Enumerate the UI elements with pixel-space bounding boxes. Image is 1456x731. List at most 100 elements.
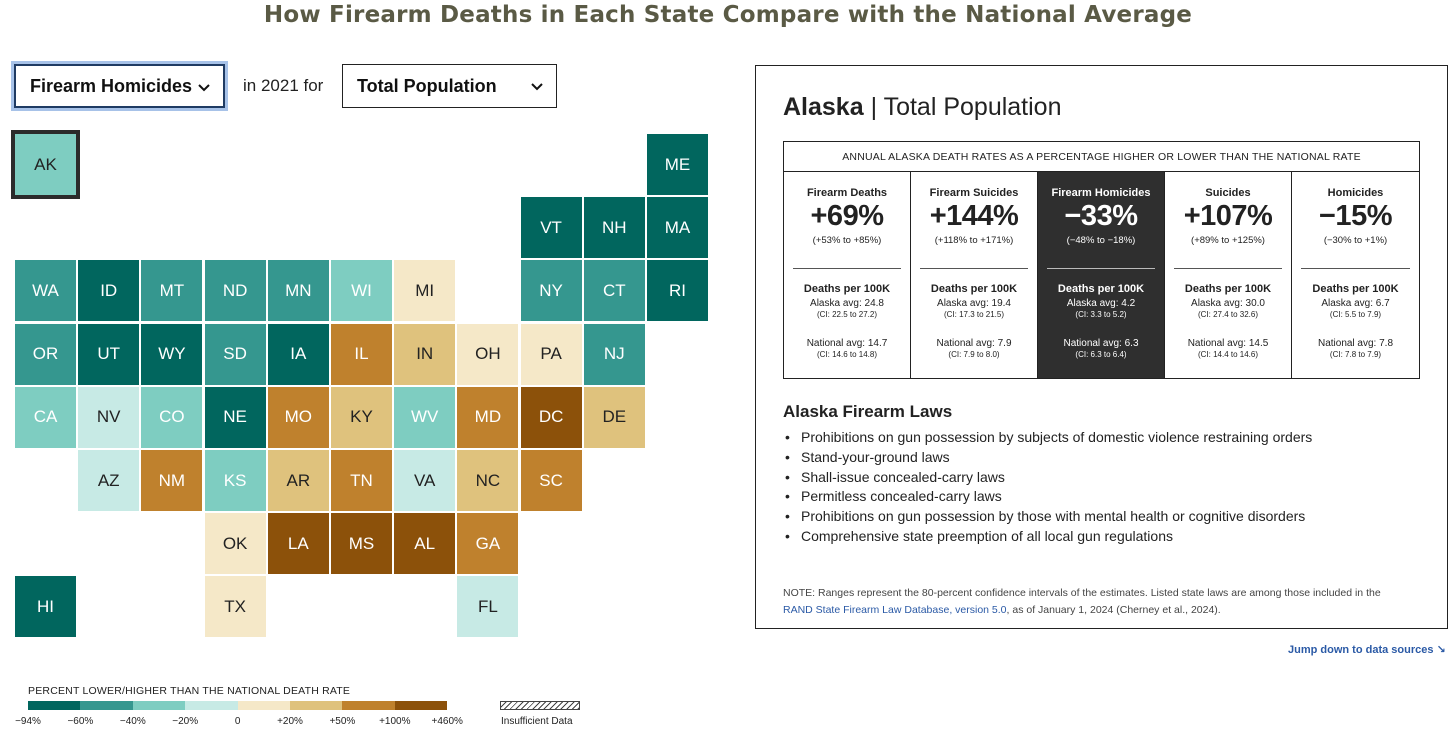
state-tile-fl[interactable]: FL bbox=[457, 576, 519, 638]
state-tile-hi[interactable]: HI bbox=[15, 576, 76, 638]
rand-database-link[interactable]: RAND State Firearm Law Database, version… bbox=[783, 603, 1007, 616]
state-tile-ok[interactable]: OK bbox=[204, 513, 266, 575]
panel-divider: | bbox=[870, 93, 878, 121]
rate-column-suicides[interactable]: Suicides +107% (+89% to +125%) Deaths per 1… bbox=[1165, 172, 1292, 378]
deaths-per-100k-label: Deaths per 100K bbox=[930, 283, 1018, 295]
state-tile-il[interactable]: IL bbox=[331, 323, 392, 385]
state-tile-md[interactable]: MD bbox=[457, 386, 519, 448]
legend-swatch bbox=[342, 701, 395, 710]
state-tile-ri[interactable]: RI bbox=[647, 260, 708, 322]
insufficient-data-swatch bbox=[500, 701, 580, 710]
note-text: NOTE: Ranges represent the 80-percent co… bbox=[783, 585, 1423, 618]
state-tile-mn[interactable]: MN bbox=[267, 260, 329, 322]
state-tile-wi[interactable]: WI bbox=[331, 260, 392, 322]
national-average-ci: (CI: 7.8 to 7.9) bbox=[1329, 350, 1382, 359]
laws-list: Prohibitions on gun possession by subjec… bbox=[785, 428, 1312, 547]
population-select[interactable]: Total Population bbox=[342, 64, 557, 108]
national-average-ci: (CI: 6.3 to 6.4) bbox=[1075, 350, 1127, 359]
state-tile-ut[interactable]: UT bbox=[78, 323, 140, 385]
death-rates-table: ANNUAL ALASKA DEATH RATES AS A PERCENTAG… bbox=[783, 141, 1420, 379]
page-title: How Firearm Deaths in Each State Compare… bbox=[263, 2, 1193, 28]
state-tile-ny[interactable]: NY bbox=[520, 260, 582, 322]
state-tile-mt[interactable]: MT bbox=[141, 260, 203, 322]
law-item: Prohibitions on gun possession by subjec… bbox=[785, 428, 1312, 448]
rate-separator bbox=[793, 268, 901, 269]
state-tile-vt[interactable]: VT bbox=[520, 197, 582, 259]
legend-swatch bbox=[289, 701, 343, 710]
national-average: National avg: 7.9 bbox=[936, 338, 1012, 349]
rate-column-homicides[interactable]: Homicides −15% (−30% to +1%) Deaths per 100… bbox=[1292, 172, 1419, 378]
state-tile-tx[interactable]: TX bbox=[204, 576, 266, 638]
panel-title: Alaska | Total Population bbox=[783, 93, 1061, 122]
state-tile-oh[interactable]: OH bbox=[457, 323, 519, 385]
state-tile-in[interactable]: IN bbox=[394, 323, 456, 385]
rate-name: Firearm Homicides bbox=[1051, 187, 1151, 199]
state-tile-ky[interactable]: KY bbox=[331, 386, 392, 448]
legend-tick-label: +100% bbox=[379, 716, 411, 727]
state-tile-co[interactable]: CO bbox=[141, 386, 203, 448]
state-tile-az[interactable]: AZ bbox=[78, 450, 140, 511]
legend-swatch bbox=[185, 701, 238, 710]
insufficient-data-label: Insufficient Data bbox=[501, 716, 573, 727]
state-tile-la[interactable]: LA bbox=[267, 513, 329, 575]
state-tile-va[interactable]: VA bbox=[394, 450, 456, 511]
state-average-ci: (CI: 22.5 to 27.2) bbox=[816, 310, 878, 319]
state-tile-ne[interactable]: NE bbox=[204, 386, 266, 448]
state-tile-me[interactable]: ME bbox=[647, 134, 708, 195]
rate-percent: +144% bbox=[929, 200, 1019, 232]
state-tile-sd[interactable]: SD bbox=[204, 323, 266, 385]
state-tile-nv[interactable]: NV bbox=[78, 386, 140, 448]
state-tile-wv[interactable]: WV bbox=[394, 386, 456, 448]
state-tile-de[interactable]: DE bbox=[583, 386, 645, 448]
rate-name: Homicides bbox=[1327, 187, 1384, 199]
state-tile-nh[interactable]: NH bbox=[583, 197, 645, 259]
state-tile-wy[interactable]: WY bbox=[141, 323, 203, 385]
death-type-select[interactable]: Firearm Homicides bbox=[14, 64, 225, 108]
state-tile-nj[interactable]: NJ bbox=[583, 323, 645, 385]
state-average-ci: (CI: 17.3 to 21.5) bbox=[943, 310, 1005, 319]
state-tile-mi[interactable]: MI bbox=[394, 260, 456, 322]
state-tile-id[interactable]: ID bbox=[78, 260, 140, 322]
jump-to-sources-link[interactable]: Jump down to data sources ↘ bbox=[1288, 644, 1446, 656]
state-tile-tn[interactable]: TN bbox=[331, 450, 392, 511]
legend-swatch bbox=[237, 701, 290, 710]
state-tile-mo[interactable]: MO bbox=[267, 386, 329, 448]
note-suffix: , as of January 1, 2024 (Cherney et al.,… bbox=[1006, 603, 1221, 616]
panel-state-name: Alaska bbox=[783, 93, 864, 121]
rates-columns: Firearm Deaths +69% (+53% to +85%) Deaths p… bbox=[784, 172, 1419, 378]
state-tile-sc[interactable]: SC bbox=[520, 450, 582, 511]
state-tile-wa[interactable]: WA bbox=[15, 260, 76, 322]
laws-title: Alaska Firearm Laws bbox=[783, 402, 953, 421]
national-average-ci: (CI: 7.9 to 8.0) bbox=[948, 350, 1000, 359]
rate-name: Suicides bbox=[1205, 187, 1251, 199]
national-average-ci: (CI: 14.4 to 14.6) bbox=[1197, 350, 1259, 359]
rate-column-firearm-suicides[interactable]: Firearm Suicides +144% (+118% to +171%) Dea… bbox=[911, 172, 1038, 378]
state-average: Alaska avg: 6.7 bbox=[1321, 298, 1390, 309]
state-tile-ks[interactable]: KS bbox=[204, 450, 266, 511]
rate-column-firearm-homicides[interactable]: Firearm Homicides −33% (−48% to −18%) Death… bbox=[1038, 172, 1165, 378]
state-tile-ar[interactable]: AR bbox=[267, 450, 329, 511]
rate-name: Firearm Deaths bbox=[806, 187, 888, 199]
state-tile-ct[interactable]: CT bbox=[583, 260, 645, 322]
legend-swatch bbox=[132, 701, 186, 710]
state-average-ci: (CI: 27.4 to 32.6) bbox=[1197, 310, 1259, 319]
state-tile-al[interactable]: AL bbox=[394, 513, 456, 575]
state-tile-ca[interactable]: CA bbox=[15, 386, 76, 448]
state-tile-nc[interactable]: NC bbox=[457, 450, 519, 511]
state-tile-or[interactable]: OR bbox=[15, 323, 76, 385]
state-tile-ia[interactable]: IA bbox=[267, 323, 329, 385]
state-tile-ma[interactable]: MA bbox=[647, 197, 708, 259]
state-tile-ak[interactable]: AK bbox=[11, 130, 80, 199]
state-tile-pa[interactable]: PA bbox=[520, 323, 582, 385]
rate-column-firearm-deaths[interactable]: Firearm Deaths +69% (+53% to +85%) Deaths p… bbox=[784, 172, 911, 378]
state-tile-ms[interactable]: MS bbox=[331, 513, 392, 575]
rate-ci: (+53% to +85%) bbox=[812, 235, 882, 246]
connector-text: in 2021 for bbox=[243, 76, 324, 95]
state-tile-ga[interactable]: GA bbox=[457, 513, 519, 575]
national-average: National avg: 14.7 bbox=[806, 338, 888, 349]
state-tile-dc[interactable]: DC bbox=[520, 386, 582, 448]
legend-tick-label: +50% bbox=[329, 716, 356, 727]
rate-ci: (+118% to +171%) bbox=[934, 235, 1014, 246]
state-tile-nm[interactable]: NM bbox=[141, 450, 203, 511]
state-tile-nd[interactable]: ND bbox=[204, 260, 266, 322]
